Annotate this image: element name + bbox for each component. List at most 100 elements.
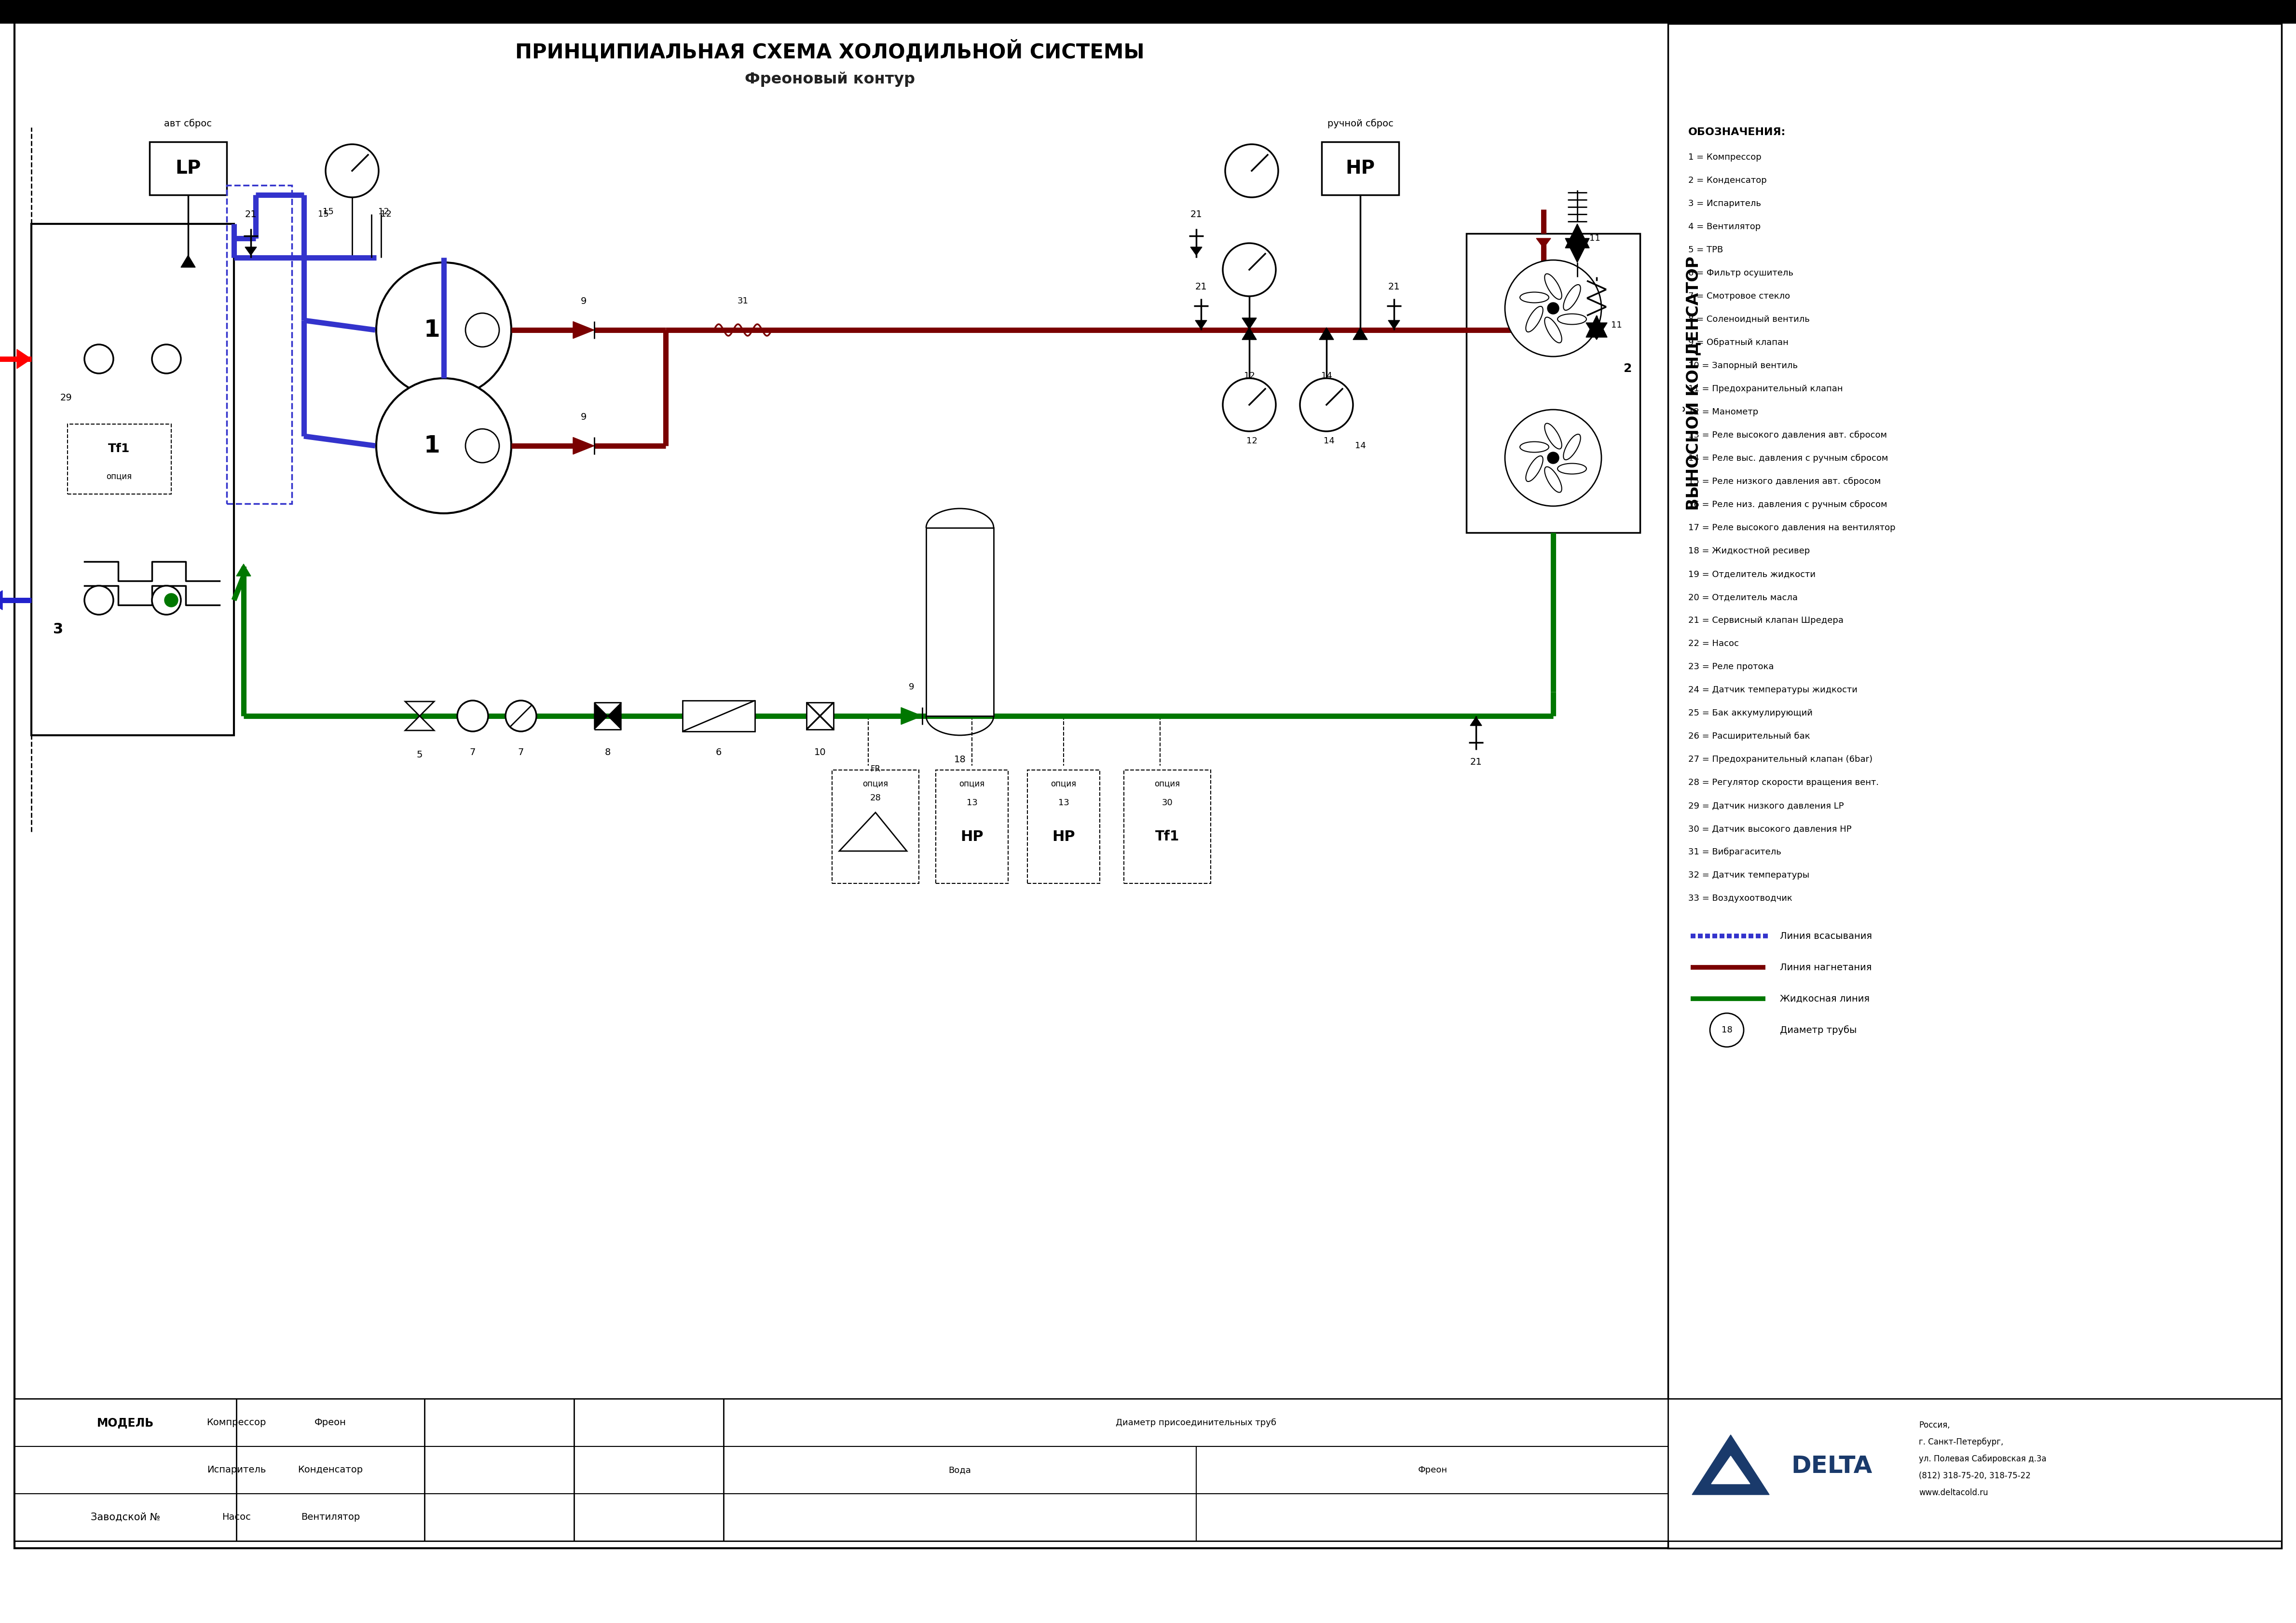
Text: Диаметр присоединительных труб: Диаметр присоединительных труб [1116,1419,1277,1427]
Circle shape [152,586,181,615]
Text: LP: LP [174,159,202,177]
Polygon shape [1389,320,1401,329]
Text: 11: 11 [1612,321,1621,329]
Text: 29 = Датчик низкого давления LP: 29 = Датчик низкого давления LP [1688,802,1844,810]
Polygon shape [16,349,32,368]
Polygon shape [1692,1435,1770,1495]
Circle shape [85,586,113,615]
Circle shape [457,701,489,732]
Polygon shape [1566,224,1589,248]
Circle shape [377,378,512,513]
Text: ПРИНЦИПИАЛЬНАЯ СХЕМА ХОЛОДИЛЬНОЙ СИСТЕМЫ: ПРИНЦИПИАЛЬНАЯ СХЕМА ХОЛОДИЛЬНОЙ СИСТЕМЫ [514,41,1143,62]
Polygon shape [900,708,923,724]
Text: 31: 31 [737,297,748,305]
Text: 8 = Соленоидный вентиль: 8 = Соленоидный вентиль [1688,315,1809,323]
Text: 6: 6 [716,748,721,756]
Bar [1667,24,2282,1548]
Text: HP: HP [1345,159,1375,177]
Text: 9: 9 [581,412,588,422]
Ellipse shape [1527,307,1543,333]
Polygon shape [246,247,257,255]
Text: 21: 21 [246,209,257,219]
Circle shape [1548,302,1559,315]
Bar [0,0,2296,24]
Text: 30: 30 [1162,799,1173,807]
Text: 21: 21 [1389,282,1401,291]
Polygon shape [1711,1456,1750,1483]
Text: 17 = Реле высокого давления на вентилятор: 17 = Реле высокого давления на вентилято… [1688,524,1896,532]
Text: 22 = Насос: 22 = Насос [1688,639,1738,648]
Text: 20 = Отделитель масла: 20 = Отделитель масла [1688,592,1798,602]
Polygon shape [1566,239,1589,263]
Text: 2 = Конденсатор: 2 = Конденсатор [1688,177,1766,185]
Circle shape [1548,453,1559,464]
Circle shape [505,701,537,732]
Ellipse shape [1545,316,1561,342]
Text: 14: 14 [1355,441,1366,450]
Text: 5: 5 [416,750,422,760]
Polygon shape [1587,323,1607,339]
Text: HP: HP [960,829,983,844]
Text: 28 = Регулятор скорости вращения вент.: 28 = Регулятор скорости вращения вент. [1688,777,1878,787]
Text: 12: 12 [1244,372,1256,380]
Ellipse shape [1557,313,1587,325]
Text: Фреон: Фреон [1419,1466,1446,1474]
Bar [227,185,292,503]
Bar [682,701,755,732]
Circle shape [326,144,379,198]
Text: 14: 14 [1322,437,1334,445]
Polygon shape [1536,239,1550,248]
Text: Жидкосная линия: Жидкосная линия [1779,995,1869,1003]
Polygon shape [1352,328,1368,339]
Text: Tf1: Tf1 [108,443,131,454]
Circle shape [1224,243,1277,297]
Text: 12: 12 [1247,437,1258,445]
Text: 12 = Манометр: 12 = Манометр [1688,407,1759,417]
Circle shape [466,313,498,347]
Polygon shape [1196,320,1208,329]
Text: МОДЕЛЬ: МОДЕЛЬ [96,1417,154,1428]
Polygon shape [236,565,250,576]
Text: 21: 21 [1196,282,1208,291]
Text: Tf1: Tf1 [1155,829,1180,844]
Bar [14,1399,1669,1540]
Text: 11: 11 [1589,234,1600,243]
Text: 18: 18 [1722,1026,1731,1034]
Text: авт сброс: авт сброс [165,118,211,128]
Text: 32 = Датчик температуры: 32 = Датчик температуры [1688,872,1809,880]
Text: 18: 18 [953,755,967,764]
Text: Заводской №: Заводской № [90,1513,161,1522]
Text: 21 = Сервисный клапан Шредера: 21 = Сервисный клапан Шредера [1688,617,1844,625]
Text: опция: опция [106,472,131,480]
Circle shape [1226,144,1279,198]
Text: FR: FR [870,764,882,774]
Text: 4 = Вентилятор: 4 = Вентилятор [1688,222,1761,230]
Text: 33 = Воздухоотводчик: 33 = Воздухоотводчик [1688,894,1793,902]
Text: Линия нагнетания: Линия нагнетания [1779,962,1871,972]
Text: 13 = Реле высокого давления авт. сбросом: 13 = Реле высокого давления авт. сбросом [1688,430,1887,440]
Text: 15: 15 [321,208,333,216]
Bar [806,703,833,729]
Text: 7: 7 [471,748,475,756]
Text: 26 = Расширительный бак: 26 = Расширительный бак [1688,732,1809,740]
Bar [925,527,994,716]
Bar [937,769,1008,883]
Text: 21: 21 [1189,209,1203,219]
Text: 23 = Реле протока: 23 = Реле протока [1688,662,1775,670]
Ellipse shape [1564,435,1580,459]
Circle shape [1224,378,1277,432]
Ellipse shape [1545,424,1561,450]
Bar [149,141,227,195]
Text: 18 = Жидкостной ресивер: 18 = Жидкостной ресивер [1688,547,1809,555]
Text: 31 = Вибрагаситель: 31 = Вибрагаситель [1688,847,1782,857]
Text: ул. Полевая Сабировская д.3а: ул. Полевая Сабировская д.3а [1919,1454,2046,1464]
Circle shape [165,594,179,607]
Text: ВЫНОСНОЙ КОНДЕНСАТОР: ВЫНОСНОЙ КОНДЕНСАТОР [1683,256,1701,510]
Text: опция: опция [1052,779,1077,787]
Text: 28: 28 [870,794,882,802]
Text: 11 = Предохранительный клапан: 11 = Предохранительный клапан [1688,385,1844,393]
Text: 7 = Смотровое стекло: 7 = Смотровое стекло [1688,292,1791,300]
Polygon shape [1189,247,1203,255]
Bar [1123,769,1210,883]
Text: 9: 9 [581,297,588,305]
